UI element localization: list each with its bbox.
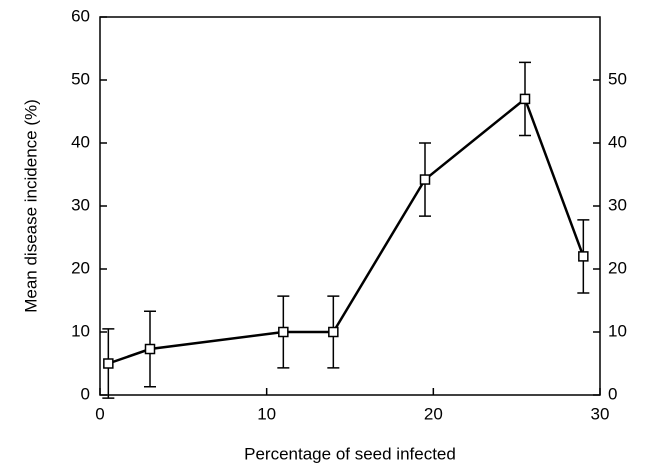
y2-tick-label: 20: [608, 258, 627, 277]
x-tick-label: 0: [95, 404, 104, 423]
data-point: [519, 93, 531, 105]
y-tick-label: 0: [81, 384, 90, 403]
y-tick-label: 60: [71, 6, 90, 25]
y2-tick-label: 50: [608, 69, 627, 88]
y-axis-label: Mean disease incidence (%): [21, 99, 40, 313]
data-point: [278, 326, 289, 338]
data-point: [578, 251, 589, 262]
y2-tick-label: 40: [608, 132, 627, 151]
data-point: [103, 358, 114, 369]
data-point: [419, 174, 431, 185]
y2-tick-label: 30: [608, 195, 627, 214]
y-tick-label: 50: [71, 69, 90, 88]
data-point: [328, 326, 339, 338]
y-tick-label: 30: [71, 195, 90, 214]
y2-tick-label: 0: [608, 384, 617, 403]
y2-tick-label: 10: [608, 321, 627, 340]
data-point: [144, 343, 156, 355]
y-tick-label: 20: [71, 258, 90, 277]
y-tick-label: 40: [71, 132, 90, 151]
x-tick-label: 20: [424, 404, 443, 423]
y-tick-label: 10: [71, 321, 90, 340]
data-line: [107, 96, 585, 365]
x-tick-label: 10: [257, 404, 276, 423]
x-tick-label: 30: [591, 404, 610, 423]
x-axis-label: Percentage of seed infected: [244, 444, 456, 463]
